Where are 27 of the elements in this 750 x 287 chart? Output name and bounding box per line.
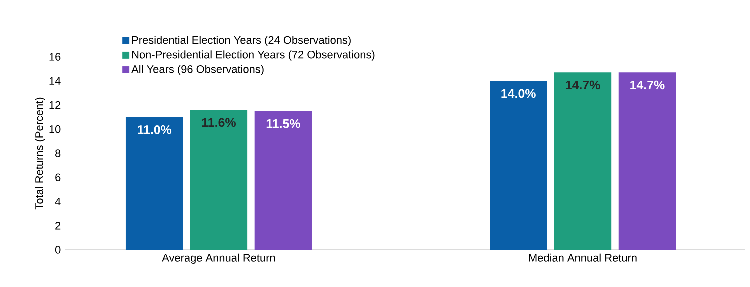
data-label: 11.5% bbox=[266, 119, 300, 128]
data-label: 11.0% bbox=[138, 125, 172, 134]
data-label: 11.6% bbox=[202, 118, 236, 128]
bar bbox=[126, 117, 184, 250]
bar bbox=[490, 81, 548, 250]
bar bbox=[190, 110, 248, 250]
y-tick-label: 10 bbox=[50, 126, 61, 134]
data-label: 14.7% bbox=[630, 80, 665, 90]
legend-label: Non-Presidential Election Years (72 Observations) bbox=[132, 50, 375, 61]
y-tick-label: 12 bbox=[50, 101, 61, 110]
bar bbox=[254, 111, 312, 250]
data-label: 14.0% bbox=[502, 89, 536, 98]
y-axis-title: Total Returns (Percent) bbox=[35, 98, 46, 210]
legend-label: Presidential Election Years (24 Observations) bbox=[132, 36, 351, 46]
y-tick-label: 0 bbox=[55, 246, 61, 254]
y-tick-label: 14 bbox=[50, 77, 61, 85]
y-tick-label: 16 bbox=[50, 53, 61, 61]
y-tick-label: 2 bbox=[56, 222, 61, 230]
data-label: 14.7% bbox=[566, 80, 600, 90]
legend-label: All Years (96 Observations) bbox=[132, 65, 264, 76]
y-tick-label: 4 bbox=[55, 198, 61, 206]
bar bbox=[618, 72, 676, 250]
y-tick-label: 6 bbox=[56, 174, 61, 182]
x-tick-label: Median Annual Return bbox=[529, 254, 637, 262]
bar bbox=[554, 72, 612, 250]
x-tick-label: Average Annual Return bbox=[162, 254, 276, 264]
y-tick-label: 8 bbox=[56, 150, 61, 158]
